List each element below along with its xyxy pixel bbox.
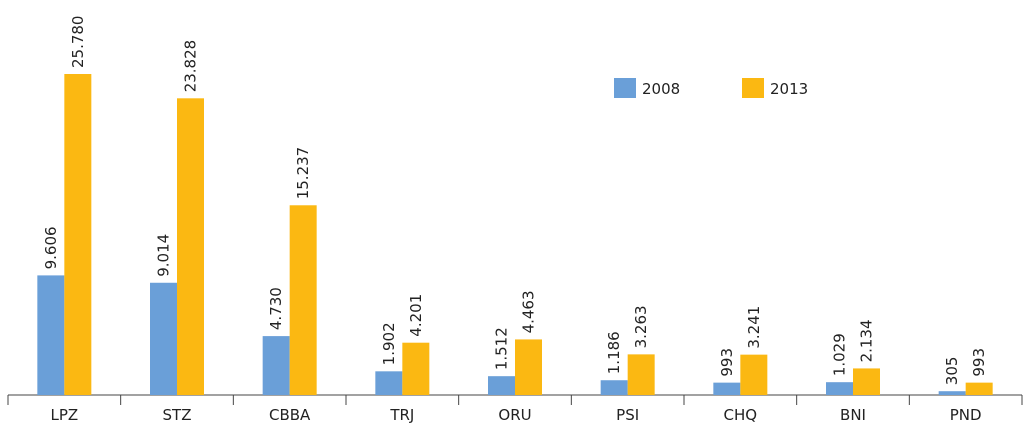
x-tick-label: TRJ [389,406,414,424]
x-tick-label: PND [950,406,982,424]
value-label: 9.606 [42,226,60,269]
bar [713,382,741,395]
bar [177,98,204,395]
value-label: 3.263 [632,305,650,348]
legend-label: 2008 [642,80,680,98]
bar [938,391,966,395]
value-label: 1.186 [605,331,623,374]
x-tick-label: PSI [616,406,639,424]
bar [515,339,542,395]
value-label: 993 [970,348,988,377]
value-label: 1.902 [380,322,398,365]
value-label: 1.512 [493,327,511,370]
bar [150,282,177,395]
bar [600,380,628,395]
value-label: 15.237 [294,147,312,200]
bar [37,275,65,395]
value-label: 1.029 [831,333,849,376]
legend-swatch [742,78,764,98]
bar [826,382,853,395]
value-label: 993 [718,348,736,377]
legend-label: 2013 [770,80,808,98]
x-tick-label: CBBA [269,406,311,424]
bar [740,354,768,395]
bar [375,371,403,395]
x-tick-label: CHQ [724,406,758,424]
bar [64,74,92,395]
bar [262,336,290,395]
bar [965,382,993,395]
bar [289,205,317,395]
x-tick-label: ORU [498,406,531,424]
value-label: 4.730 [267,287,285,330]
value-label: 4.201 [407,294,425,337]
bar [627,354,655,395]
bar [402,342,430,395]
value-label: 25.780 [69,15,87,68]
bar [853,368,880,395]
value-label: 2.134 [858,319,876,362]
bar [488,376,515,395]
value-label: 3.241 [745,306,763,349]
value-label: 9.014 [155,234,173,277]
value-label: 4.463 [520,290,538,333]
value-label: 305 [943,357,961,386]
legend-swatch [614,78,636,98]
x-tick-label: STZ [163,406,192,424]
value-label: 23.828 [182,40,200,93]
x-tick-label: BNI [840,406,866,424]
x-tick-label: LPZ [50,406,78,424]
